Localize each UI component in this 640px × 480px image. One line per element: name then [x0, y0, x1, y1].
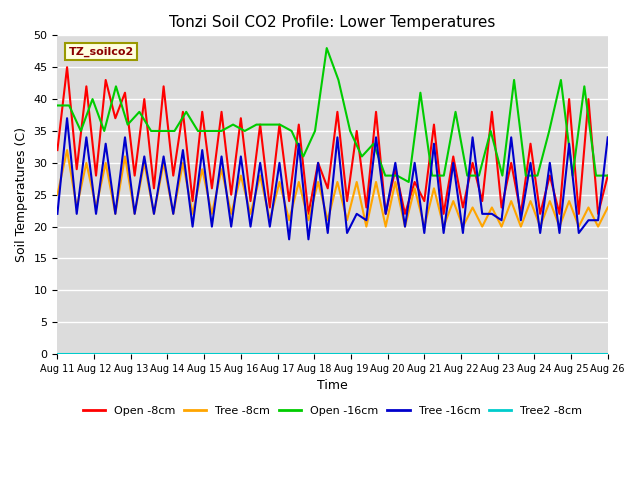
Tree2 -8cm: [604, 351, 612, 357]
Tree2 -8cm: [54, 351, 61, 357]
Open -16cm: [194, 128, 202, 134]
Open -16cm: [428, 173, 436, 179]
Tree2 -8cm: [399, 351, 406, 357]
Tree2 -8cm: [193, 351, 201, 357]
Open -16cm: [440, 173, 447, 179]
Open -16cm: [452, 109, 460, 115]
Open -16cm: [335, 77, 342, 83]
Open -16cm: [417, 90, 424, 96]
Open -16cm: [159, 128, 166, 134]
Tree -16cm: [584, 217, 592, 223]
Open -16cm: [65, 103, 73, 108]
Open -16cm: [54, 103, 61, 108]
Open -16cm: [604, 173, 612, 179]
Open -16cm: [580, 84, 588, 89]
Open -8cm: [536, 211, 544, 217]
X-axis label: Time: Time: [317, 379, 348, 392]
Tree2 -8cm: [231, 351, 239, 357]
Open -16cm: [557, 77, 564, 83]
Open -8cm: [63, 64, 71, 70]
Open -8cm: [198, 109, 206, 115]
Tree -8cm: [440, 224, 447, 229]
Tree -8cm: [189, 211, 196, 217]
Line: Tree -8cm: Tree -8cm: [58, 150, 608, 227]
Open -16cm: [112, 84, 120, 89]
Tree -16cm: [604, 134, 612, 140]
Open -16cm: [487, 128, 495, 134]
Open -16cm: [499, 173, 506, 179]
Open -8cm: [440, 211, 447, 217]
Open -8cm: [478, 198, 486, 204]
Open -8cm: [305, 211, 312, 217]
Title: Tonzi Soil CO2 Profile: Lower Temperatures: Tonzi Soil CO2 Profile: Lower Temperatur…: [170, 15, 496, 30]
Tree -8cm: [478, 224, 486, 229]
Tree2 -8cm: [240, 351, 248, 357]
Tree -8cm: [362, 224, 370, 229]
Open -16cm: [545, 128, 553, 134]
Tree -16cm: [198, 147, 206, 153]
Legend: Open -8cm, Tree -8cm, Open -16cm, Tree -16cm, Tree2 -8cm: Open -8cm, Tree -8cm, Open -16cm, Tree -…: [79, 401, 587, 420]
Tree -8cm: [584, 204, 592, 210]
Open -16cm: [218, 128, 225, 134]
Open -16cm: [253, 122, 260, 128]
Open -16cm: [147, 128, 155, 134]
Tree -16cm: [285, 237, 293, 242]
Tree2 -8cm: [212, 351, 220, 357]
Open -16cm: [592, 173, 600, 179]
Open -16cm: [241, 128, 248, 134]
Open -16cm: [136, 109, 143, 115]
Open -16cm: [463, 173, 471, 179]
Tree -8cm: [198, 167, 206, 172]
Open -16cm: [346, 128, 354, 134]
Open -16cm: [100, 128, 108, 134]
Open -16cm: [358, 154, 365, 159]
Open -16cm: [323, 45, 331, 51]
Line: Tree -16cm: Tree -16cm: [58, 118, 608, 240]
Open -16cm: [276, 122, 284, 128]
Open -16cm: [370, 141, 378, 146]
Tree -8cm: [63, 147, 71, 153]
Open -16cm: [89, 96, 97, 102]
Open -16cm: [522, 173, 530, 179]
Open -16cm: [182, 109, 190, 115]
Tree -16cm: [189, 224, 196, 229]
Open -16cm: [77, 128, 84, 134]
Tree -16cm: [536, 230, 544, 236]
Open -16cm: [264, 122, 272, 128]
Open -16cm: [381, 173, 389, 179]
Open -8cm: [604, 173, 612, 179]
Open -16cm: [405, 179, 413, 185]
Tree2 -8cm: [147, 351, 154, 357]
Tree -8cm: [54, 192, 61, 198]
Open -16cm: [300, 154, 307, 159]
Open -16cm: [124, 122, 131, 128]
Tree -8cm: [536, 224, 544, 229]
Line: Open -16cm: Open -16cm: [58, 48, 608, 182]
Open -8cm: [54, 147, 61, 153]
Open -8cm: [584, 96, 592, 102]
Open -16cm: [288, 128, 296, 134]
Open -16cm: [311, 128, 319, 134]
Open -16cm: [534, 173, 541, 179]
Tree -16cm: [478, 211, 486, 217]
Tree -8cm: [604, 204, 612, 210]
Tree -16cm: [63, 115, 71, 121]
Y-axis label: Soil Temperatures (C): Soil Temperatures (C): [15, 127, 28, 262]
Open -16cm: [569, 173, 577, 179]
Open -8cm: [189, 198, 196, 204]
Open -16cm: [229, 122, 237, 128]
Open -16cm: [510, 77, 518, 83]
Text: TZ_soilco2: TZ_soilco2: [68, 47, 134, 57]
Open -16cm: [475, 173, 483, 179]
Tree -16cm: [54, 211, 61, 217]
Open -16cm: [171, 128, 179, 134]
Tree -16cm: [440, 230, 447, 236]
Open -16cm: [206, 128, 214, 134]
Line: Open -8cm: Open -8cm: [58, 67, 608, 214]
Open -16cm: [393, 173, 401, 179]
